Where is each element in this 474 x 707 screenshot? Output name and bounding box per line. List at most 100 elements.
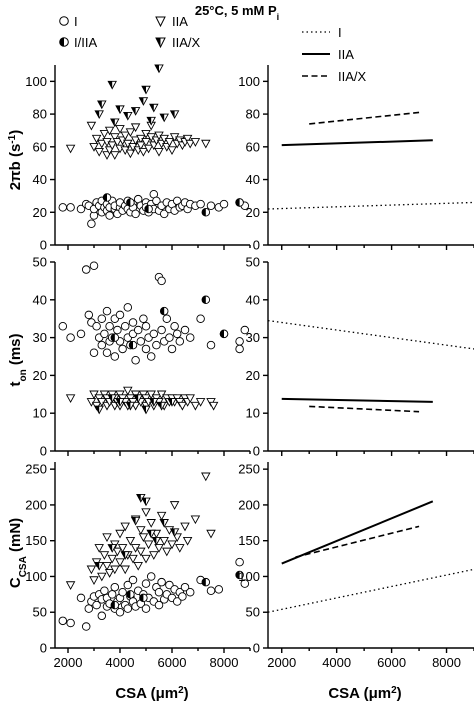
y-tick-label: 60: [246, 139, 260, 154]
point-type-i-iia: [201, 577, 211, 587]
point-type-iia-x: [149, 103, 159, 113]
x-tick-label: 8000: [432, 655, 461, 670]
y-label-panel-1: 2πb (s-1): [7, 130, 25, 190]
point-type-i: [76, 593, 86, 603]
y-label-panel-2: ton (ms): [7, 333, 29, 386]
point-type-iia: [107, 554, 117, 564]
point-type-i: [196, 314, 205, 323]
point-type-iia: [154, 147, 164, 157]
point-type-i: [180, 582, 190, 592]
point-type-i: [133, 325, 143, 335]
point-type-i: [235, 557, 244, 567]
x-tick-label: 4000: [106, 655, 135, 670]
fit-line-i: [267, 568, 474, 613]
point-type-iia: [128, 554, 138, 564]
y-tick-label: 0: [40, 444, 47, 459]
point-type-i: [240, 579, 250, 588]
point-type-i-iia: [201, 208, 211, 217]
legend-label-iia-x: IIA/X: [172, 35, 201, 50]
point-type-iia: [136, 526, 146, 535]
panel-2-fits: 0 10 20 30 40 50: [246, 255, 474, 459]
point-type-i: [100, 329, 109, 339]
point-type-i: [81, 265, 91, 274]
point-half-fill: [220, 330, 224, 338]
point-type-i: [66, 618, 75, 628]
point-type-iia: [190, 138, 201, 147]
legend-label-i: I: [74, 14, 78, 29]
point-type-iia: [94, 544, 104, 553]
point-type-iia: [185, 139, 195, 149]
point-type-i: [97, 611, 107, 621]
point-type-i-iia: [235, 198, 244, 207]
point-type-iia: [182, 134, 193, 144]
point-type-i-iia: [139, 593, 148, 603]
point-type-i: [110, 352, 120, 361]
point-type-i-iia: [219, 329, 229, 339]
legend-line-label-iia-x: IIA/X: [338, 69, 367, 84]
point-half-fill: [129, 341, 133, 349]
point-type-iia: [162, 547, 172, 557]
point-type-iia: [112, 138, 123, 147]
point-type-i: [152, 340, 161, 350]
point-half-fill: [152, 537, 157, 545]
y-tick-label: 150: [238, 533, 260, 548]
point-type-iia: [190, 515, 201, 525]
point-type-iia-x: [115, 105, 125, 115]
point-type-i: [84, 310, 94, 320]
point-type-i: [100, 586, 109, 596]
point-type-iia: [89, 576, 99, 585]
panel-3-fits: 0 50 100 150 200 250 2000 4000 6000 8000: [238, 462, 474, 670]
y-tick-label: 80: [33, 107, 47, 122]
fit-line-i: [267, 319, 474, 350]
point-type-iia-x: [159, 519, 169, 528]
x-tick-label: 8000: [210, 655, 239, 670]
point-type-iia-x: [130, 516, 141, 526]
point-type-iia-x: [125, 401, 136, 411]
point-type-iia-x: [94, 110, 104, 120]
point-type-i-iia: [128, 340, 138, 350]
point-type-i: [157, 577, 166, 587]
point-type-iia: [86, 565, 97, 575]
point-type-i: [206, 340, 216, 350]
x-tick-label: 2000: [267, 655, 296, 670]
point-type-i: [128, 575, 138, 585]
x-tick-label: 4000: [322, 655, 351, 670]
point-type-i: [58, 203, 68, 212]
panel-1-scatter: 0 20 40 60 80 100: [25, 64, 251, 253]
point-type-i-iia: [159, 306, 169, 316]
point-type-i: [118, 587, 127, 597]
point-type-i: [97, 340, 107, 350]
point-type-iia: [201, 472, 211, 482]
point-half-fill: [131, 107, 136, 115]
point-half-fill: [95, 406, 100, 414]
point-type-i-iia: [110, 600, 120, 610]
point-type-iia: [120, 522, 130, 532]
point-type-iia: [138, 147, 149, 157]
point-type-iia: [99, 129, 110, 139]
point-type-iia: [182, 536, 193, 546]
y-tick-label: 100: [25, 569, 47, 584]
point-type-iia-x: [149, 398, 159, 407]
point-type-iia: [141, 554, 151, 564]
point-type-i: [131, 209, 140, 219]
point-type-iia: [143, 144, 154, 154]
point-type-i: [123, 303, 133, 312]
y-tick-label: 150: [25, 533, 47, 548]
point-half-fill: [160, 307, 165, 315]
panel-2-scatter: 0 10 20 30 40 50: [33, 255, 251, 459]
legend-item-i-iia: I/IIA: [59, 35, 97, 50]
point-type-iia-x: [115, 398, 125, 407]
x-tick-label: 6000: [377, 655, 406, 670]
point-type-i-iia: [144, 204, 153, 214]
point-type-iia: [177, 401, 188, 411]
y-tick-label: 0: [253, 641, 260, 656]
point-type-i-iia: [235, 570, 244, 580]
point-type-i: [105, 211, 114, 220]
point-type-i: [146, 352, 156, 361]
point-type-i: [89, 261, 99, 271]
point-type-i-iia: [126, 198, 135, 207]
fit-line-iia-x: [295, 525, 420, 558]
point-type-iia-x: [130, 107, 141, 116]
y-tick-label: 250: [25, 462, 47, 477]
plot-area: 0 20 40 60 80 100 0 20 40 60 80 100 0 10 20 30 40 50 0 10 20…: [25, 64, 474, 670]
